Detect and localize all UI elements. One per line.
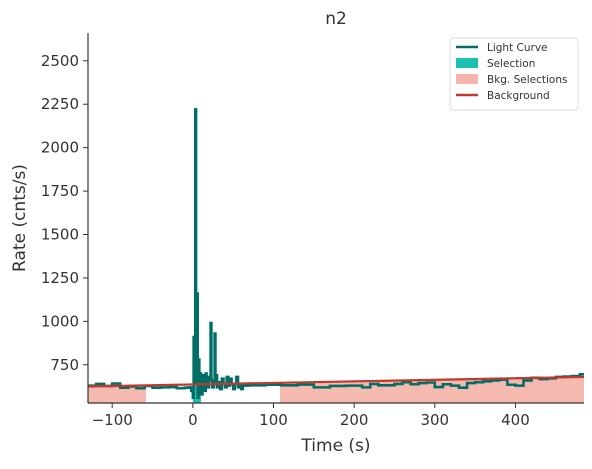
x-tick-label: 300 [420,411,449,429]
legend-swatch [456,58,478,68]
axes [87,33,584,404]
x-axis-label: Time (s) [300,436,370,456]
x-tick-label: −100 [92,411,133,429]
y-axis-label: Rate (cnts/s) [10,164,30,272]
legend-swatch [456,74,478,84]
series-background [87,375,585,388]
series-layer [87,108,585,400]
legend-label: Light Curve [487,42,548,54]
y-tick-label: 1000 [41,312,79,330]
legend-label: Bkg. Selections [487,74,567,86]
y-tick-label: 2500 [41,52,79,70]
y-tick-label: 750 [50,356,79,374]
legend-box [449,37,579,111]
y-tick-label: 1750 [41,182,79,200]
ticks: −100 0 100 200 300 400 750 1000 1250 1500 1750 2000… [41,52,530,429]
x-tick-label: 200 [340,411,369,429]
series-light-curve [88,108,584,400]
y-tick-label: 2250 [41,95,79,113]
bkg-selection-region-0 [88,385,147,403]
chart-title: n2 [325,9,347,29]
legend: Light Curve Selection Bkg. Selections Backg… [449,37,579,111]
y-tick-label: 1500 [41,226,79,244]
y-tick-label: 1250 [41,269,79,287]
legend-label: Selection [487,58,535,70]
x-tick-label: 0 [188,411,198,429]
x-tick-label: 100 [259,411,288,429]
y-tick-label: 2000 [41,139,79,157]
legend-label: Background [487,90,550,102]
x-tick-label: 400 [501,411,530,429]
